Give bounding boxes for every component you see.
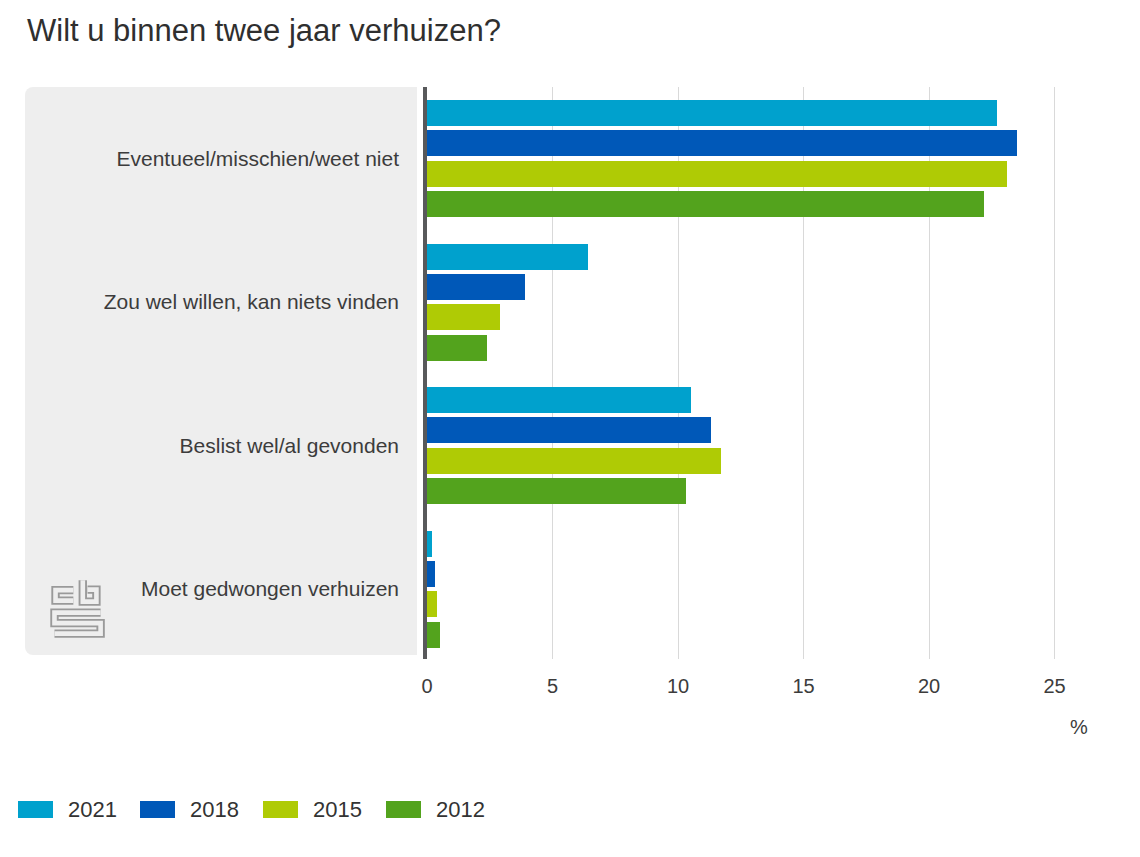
bar-2012-category-3[interactable] xyxy=(427,478,686,504)
plot-area xyxy=(427,87,1140,659)
bar-2012-category-1[interactable] xyxy=(427,191,984,217)
category-label-4: Moet gedwongen verhuizen xyxy=(25,575,399,603)
chart-title: Wilt u binnen twee jaar verhuizen? xyxy=(27,13,501,49)
category-label-1: Eventueel/misschien/weet niet xyxy=(25,145,399,173)
bar-2015-category-1[interactable] xyxy=(427,161,1007,187)
bar-2012-category-4[interactable] xyxy=(427,622,440,648)
x-tick-20: 20 xyxy=(918,675,940,698)
x-axis-unit-label: % xyxy=(1070,716,1088,739)
bar-2015-category-3[interactable] xyxy=(427,448,721,474)
chart: Wilt u binnen twee jaar verhuizen? Event… xyxy=(0,0,1140,857)
category-label-3: Beslist wel/al gevonden xyxy=(25,432,399,460)
bar-2015-category-4[interactable] xyxy=(427,591,437,617)
legend-label-2012: 2012 xyxy=(436,795,485,825)
bar-2018-category-4[interactable] xyxy=(427,561,435,587)
bar-2018-category-3[interactable] xyxy=(427,417,711,443)
legend-swatch-2021 xyxy=(18,801,53,818)
bar-2021-category-1[interactable] xyxy=(427,100,997,126)
legend-item-2018[interactable]: 2018 xyxy=(140,795,260,825)
x-tick-0: 0 xyxy=(421,675,432,698)
legend-item-2012[interactable]: 2012 xyxy=(386,795,506,825)
legend-item-2021[interactable]: 2021 xyxy=(18,795,138,825)
legend-label-2021: 2021 xyxy=(68,795,117,825)
x-tick-25: 25 xyxy=(1043,675,1065,698)
legend-label-2018: 2018 xyxy=(190,795,239,825)
bar-2018-category-1[interactable] xyxy=(427,130,1017,156)
y-axis-line xyxy=(423,87,427,659)
x-tick-5: 5 xyxy=(547,675,558,698)
bar-2021-category-3[interactable] xyxy=(427,387,691,413)
bar-2015-category-2[interactable] xyxy=(427,304,500,330)
legend-swatch-2018 xyxy=(140,801,175,818)
x-tick-15: 15 xyxy=(792,675,814,698)
bar-2021-category-2[interactable] xyxy=(427,244,588,270)
gridline-25 xyxy=(1054,87,1055,659)
legend-swatch-2015 xyxy=(263,801,298,818)
x-tick-10: 10 xyxy=(667,675,689,698)
legend-item-2015[interactable]: 2015 xyxy=(263,795,383,825)
bar-2018-category-2[interactable] xyxy=(427,274,525,300)
bar-2021-category-4[interactable] xyxy=(427,531,432,557)
category-label-2: Zou wel willen, kan niets vinden xyxy=(25,288,399,316)
legend-swatch-2012 xyxy=(386,801,421,818)
bar-2012-category-2[interactable] xyxy=(427,335,487,361)
legend-label-2015: 2015 xyxy=(313,795,362,825)
